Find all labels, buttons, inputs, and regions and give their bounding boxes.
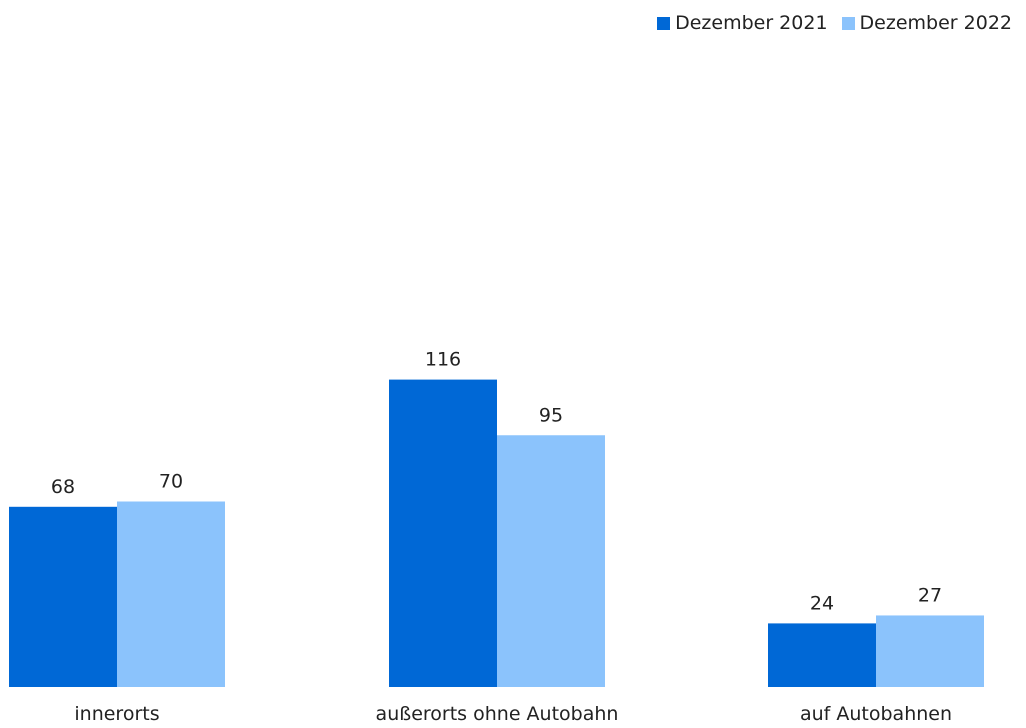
data-label-auf-autobahnen-dezember-2022: 27	[918, 584, 942, 606]
data-label-auf-autobahnen-dezember-2021: 24	[810, 592, 834, 614]
bar-innerorts-dezember-2022	[117, 501, 225, 687]
legend-label-dezember-2022: Dezember 2022	[859, 12, 1012, 34]
bar-auf-autobahnen-dezember-2022	[876, 615, 984, 687]
data-label-ausserorts-ohne-autobahn-dezember-2021: 116	[425, 349, 461, 371]
bar-auf-autobahnen-dezember-2021	[768, 623, 876, 687]
legend-item-dezember-2021: Dezember 2021	[657, 12, 828, 34]
bar-ausserorts-ohne-autobahn-dezember-2021	[389, 379, 497, 687]
legend-swatch-dezember-2021	[657, 16, 671, 30]
data-label-innerorts-dezember-2022: 70	[159, 471, 183, 493]
legend-swatch-dezember-2022	[841, 16, 855, 30]
chart-legend: Dezember 2021 Dezember 2022	[657, 12, 1012, 34]
legend-label-dezember-2021: Dezember 2021	[675, 12, 828, 34]
legend-item-dezember-2022: Dezember 2022	[841, 12, 1012, 34]
bar-ausserorts-ohne-autobahn-dezember-2022	[497, 435, 605, 687]
category-label-ausserorts-ohne-autobahn: außerorts ohne Autobahn	[376, 703, 619, 725]
category-label-innerorts: innerorts	[74, 703, 159, 725]
data-label-ausserorts-ohne-autobahn-dezember-2022: 95	[539, 404, 563, 426]
category-label-auf-autobahnen: auf Autobahnen	[800, 703, 952, 725]
data-label-innerorts-dezember-2021: 68	[51, 476, 75, 498]
bar-innerorts-dezember-2021	[9, 506, 117, 687]
